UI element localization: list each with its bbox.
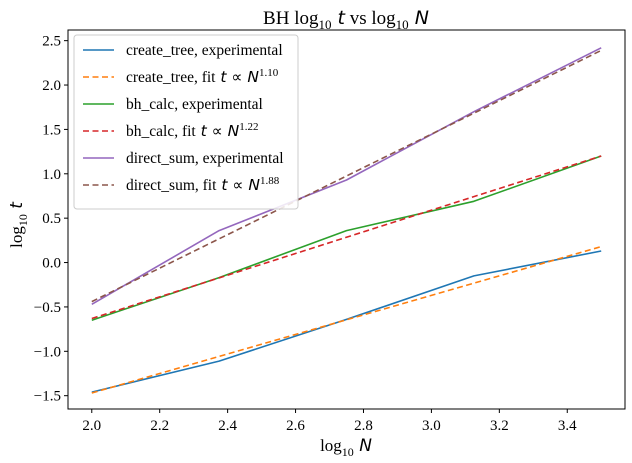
legend-label-3: bh_calc, fit t ∝ N1.22 [126, 121, 259, 140]
x-tick-label: 2.4 [218, 418, 237, 434]
legend-label-0: create_tree, experimental [126, 42, 283, 59]
y-tick-label: 1.0 [42, 167, 61, 183]
y-tick-label: 0.5 [42, 211, 61, 227]
y-tick-label: 1.5 [42, 122, 61, 138]
y-tick-label: −1.0 [34, 344, 61, 360]
axes-frame [67, 29, 626, 410]
plot-area: 2.0 2.2 2.4 2.6 2.8 3.0 3.2 3.4 −1.5 −1.0 −0.5 0.0 0… [34, 29, 626, 434]
y-tick-label: −0.5 [34, 300, 61, 316]
x-axis-label: log10 N [320, 436, 372, 459]
series-line-3 [91, 155, 602, 320]
x-tick-label: 2.8 [354, 418, 373, 434]
y-tick-label: 2.0 [42, 78, 61, 94]
x-tick-label: 3.2 [490, 418, 509, 434]
legend-label-5: direct_sum, fit t ∝ N1.88 [126, 175, 280, 194]
legend: create_tree, experimental create_tree, fi… [73, 34, 299, 210]
series-line-1 [91, 245, 602, 394]
legend-label-2: bh_calc, experimental [126, 96, 263, 113]
legend-label-1: create_tree, fit t ∝ N1.10 [126, 67, 279, 86]
series-line-0 [91, 250, 602, 393]
x-tick-label: 2.0 [82, 418, 101, 434]
legend-label-4: direct_sum, experimental [126, 150, 284, 167]
y-tick-label: −1.5 [34, 389, 61, 405]
x-tick-label: 2.2 [150, 418, 169, 434]
series-line-4 [91, 47, 602, 305]
legend-box [73, 34, 299, 210]
y-tick-label: 0.0 [42, 256, 61, 272]
y-axis-label: log10 t [7, 201, 30, 248]
x-tick-label: 2.6 [286, 418, 305, 434]
chart-title: BH log10 t vs log10 N [263, 7, 429, 32]
x-tick-label: 3.0 [422, 418, 441, 434]
y-tick-label: 2.5 [42, 34, 61, 50]
x-tick-label: 3.4 [558, 418, 577, 434]
